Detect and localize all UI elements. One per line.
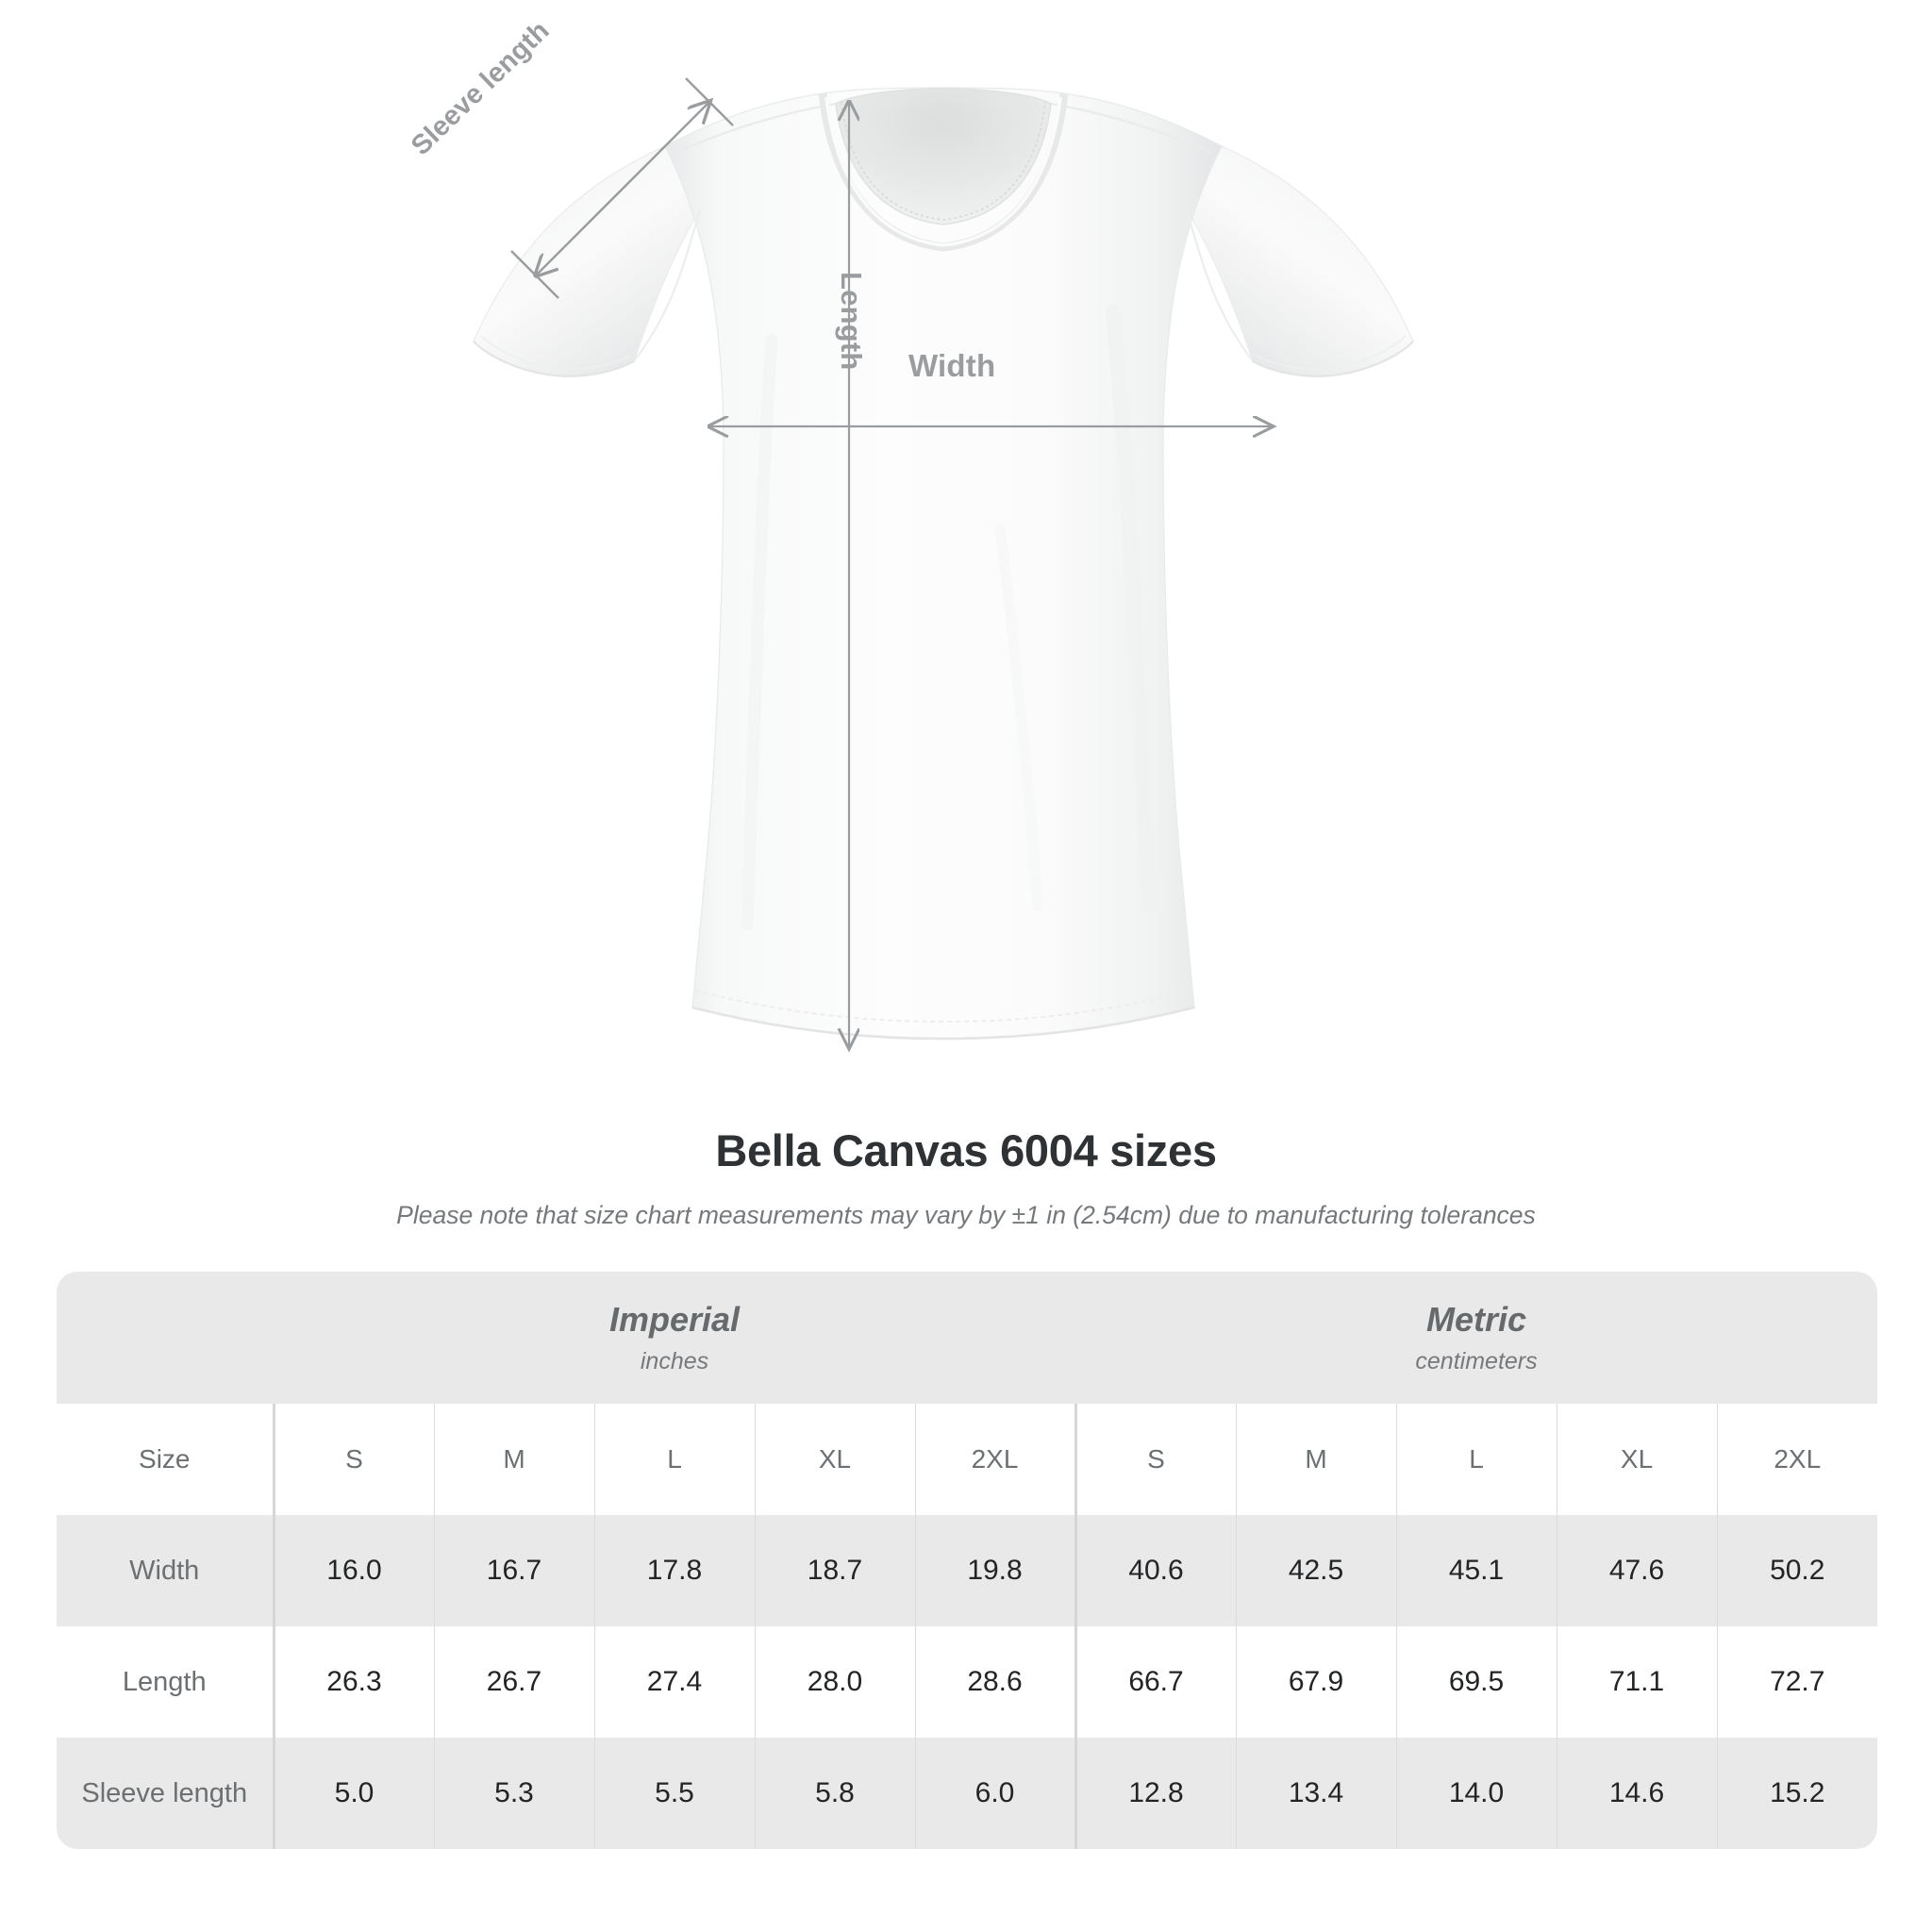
cell-width-metric-xl: 47.6	[1556, 1515, 1718, 1626]
table-row-length: Length 26.3 26.7 27.4 28.0 28.6 66.7 67.…	[57, 1626, 1878, 1738]
cell-sleeve-imperial-l: 5.5	[593, 1738, 755, 1849]
page-title: Bella Canvas 6004 sizes	[715, 1125, 1217, 1175]
header-imperial-s: S	[272, 1404, 434, 1515]
unit-name-imperial: Imperial	[608, 1299, 741, 1339]
cell-length-imperial-m: 26.7	[433, 1626, 594, 1738]
cell-length-imperial-2xl: 28.6	[914, 1626, 1076, 1738]
table-row-sleeve-length: Sleeve length 5.0 5.3 5.5 5.8 6.0 12.8 1…	[57, 1738, 1878, 1849]
row-label-sleeve-length: Sleeve length	[57, 1738, 274, 1849]
header-imperial-m: M	[433, 1404, 594, 1515]
unit-header-metric: Metric centimeters	[1075, 1272, 1878, 1404]
tshirt-illustration	[473, 77, 1414, 1118]
sleeve-length-tick-start	[510, 250, 559, 299]
unit-sub-imperial: inches	[640, 1347, 709, 1374]
cell-sleeve-metric-xl: 14.6	[1556, 1738, 1718, 1849]
header-metric-s: S	[1074, 1404, 1237, 1515]
width-annotation-label: Width	[908, 348, 996, 383]
cell-length-metric-2xl: 72.7	[1716, 1626, 1878, 1738]
page-subtitle: Please note that size chart measurements…	[396, 1201, 1536, 1229]
left-sleeve-hem-stitch	[480, 335, 631, 371]
body-fold-left	[741, 333, 778, 931]
cell-length-metric-s: 66.7	[1074, 1626, 1237, 1738]
bottom-hem	[691, 1006, 1195, 1041]
right-shoulder-seam	[1050, 102, 1212, 155]
cell-width-imperial-xl: 18.7	[754, 1515, 915, 1626]
cell-sleeve-metric-m: 13.4	[1235, 1738, 1397, 1849]
right-sleeve-hem	[1252, 341, 1414, 377]
title-block: Bella Canvas 6004 sizes Please note that…	[0, 1128, 1932, 1228]
cell-sleeve-imperial-xl: 5.8	[754, 1738, 915, 1849]
size-chart-table-wrapper: Imperial inches Metric centimeters Size …	[57, 1272, 1878, 1849]
length-annotation-label: Length	[835, 272, 868, 371]
cell-width-imperial-2xl: 19.8	[914, 1515, 1076, 1626]
cell-length-imperial-s: 26.3	[272, 1626, 434, 1738]
right-armhole-seam	[1185, 208, 1254, 362]
header-imperial-xl: XL	[754, 1404, 915, 1515]
cell-length-imperial-l: 27.4	[593, 1626, 755, 1738]
cell-width-metric-m: 42.5	[1235, 1515, 1397, 1626]
cell-width-metric-2xl: 50.2	[1716, 1515, 1878, 1626]
table-unit-header-row: Imperial inches Metric centimeters	[57, 1272, 1878, 1404]
header-metric-xl: XL	[1556, 1404, 1718, 1515]
cell-width-imperial-l: 17.8	[593, 1515, 755, 1626]
collar-inner	[835, 88, 1052, 225]
header-imperial-2xl: 2XL	[914, 1404, 1076, 1515]
unit-name-metric: Metric	[1426, 1299, 1527, 1339]
cell-sleeve-metric-l: 14.0	[1395, 1738, 1557, 1849]
cell-sleeve-imperial-2xl: 6.0	[914, 1738, 1076, 1849]
header-metric-l: L	[1395, 1404, 1557, 1515]
cell-length-metric-m: 67.9	[1235, 1626, 1397, 1738]
sleeve-length-tick-end	[685, 77, 734, 126]
size-chart-table: Imperial inches Metric centimeters Size …	[57, 1272, 1878, 1849]
cell-length-imperial-xl: 28.0	[754, 1626, 915, 1738]
bottom-hem-stitch	[694, 990, 1192, 1024]
cell-sleeve-imperial-m: 5.3	[433, 1738, 594, 1849]
shirt-diagram: Sleeve length Length Width	[406, 15, 1414, 1118]
body-fold-right	[1106, 304, 1157, 913]
header-imperial-l: L	[593, 1404, 755, 1515]
cell-length-metric-xl: 71.1	[1556, 1626, 1718, 1738]
row-label-length: Length	[57, 1626, 274, 1738]
header-metric-m: M	[1235, 1404, 1397, 1515]
table-row-width: Width 16.0 16.7 17.8 18.7 19.8 40.6 42.5…	[57, 1515, 1878, 1626]
cell-width-metric-l: 45.1	[1395, 1515, 1557, 1626]
left-sleeve-hem	[473, 341, 635, 377]
shirt-body	[664, 87, 1223, 1040]
unit-sub-metric: centimeters	[1415, 1347, 1538, 1374]
cell-length-metric-l: 69.5	[1395, 1626, 1557, 1738]
cell-sleeve-imperial-s: 5.0	[272, 1738, 434, 1849]
sleeve-length-arrow	[536, 102, 709, 275]
row-label-width: Width	[57, 1515, 274, 1626]
right-sleeve	[1186, 145, 1414, 377]
body-fold-center	[994, 523, 1043, 911]
unit-header-spacer	[57, 1272, 274, 1404]
cell-sleeve-metric-2xl: 15.2	[1716, 1738, 1878, 1849]
cell-sleeve-metric-s: 12.8	[1074, 1738, 1237, 1849]
right-sleeve-hem-stitch	[1256, 335, 1407, 371]
cell-width-imperial-s: 16.0	[272, 1515, 434, 1626]
header-size-label: Size	[57, 1404, 274, 1515]
table-size-header-row: Size S M L XL 2XL S M L XL 2XL	[57, 1404, 1878, 1515]
cell-width-imperial-m: 16.7	[433, 1515, 594, 1626]
unit-header-imperial: Imperial inches	[274, 1272, 1076, 1404]
cell-width-metric-s: 40.6	[1074, 1515, 1237, 1626]
left-sleeve	[473, 145, 701, 377]
header-metric-2xl: 2XL	[1716, 1404, 1878, 1515]
